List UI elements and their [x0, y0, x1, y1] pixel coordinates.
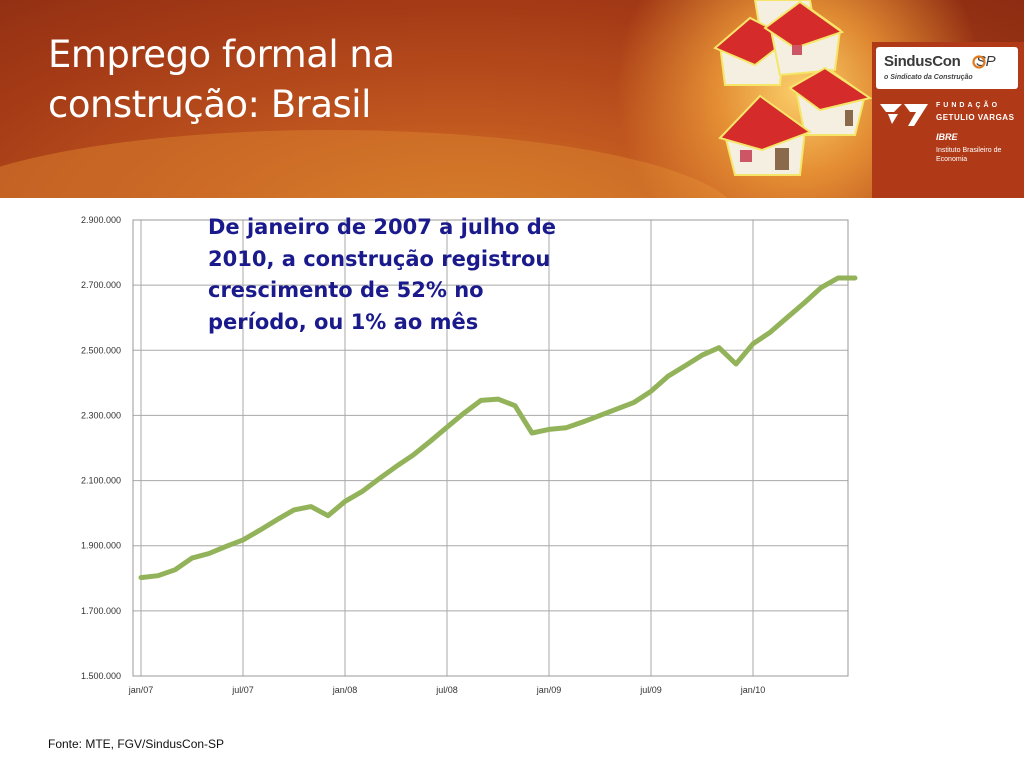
x-tick-label: jan/10	[740, 685, 766, 695]
y-tick-label: 2.100.000	[81, 476, 121, 486]
y-axis-tick-labels: 1.500.000 1.700.000 1.900.000 2.100.000 2.30…	[81, 215, 121, 681]
chart-annotation: De janeiro de 2007 a julho de 2010, a co…	[208, 215, 556, 334]
sinduscon-logo-word: SindusCon	[884, 53, 961, 70]
y-tick-label: 2.900.000	[81, 215, 121, 225]
y-tick-label: 1.500.000	[81, 671, 121, 681]
employment-line-chart: 1.500.000 1.700.000 1.900.000 2.100.000 2.30…	[81, 215, 858, 695]
sinduscon-ring-icon	[972, 55, 986, 69]
fgv-ibre-logo: FUNDAÇÃO GETULIO VARGAS IBRE Instituto B…	[880, 102, 1020, 172]
y-tick-label: 2.300.000	[81, 410, 121, 420]
fgv-mark-icon	[880, 104, 928, 126]
y-tick-label: 2.700.000	[81, 280, 121, 290]
ibre-text: IBRE	[936, 132, 958, 142]
y-tick-label: 2.500.000	[81, 345, 121, 355]
slide-title: Emprego formal na construção: Brasil	[48, 30, 568, 130]
fgv-name-text: GETULIO VARGAS	[936, 113, 1015, 122]
ibre-subtitle: Instituto Brasileiro de Economia	[936, 147, 1002, 163]
x-tick-label: jan/08	[332, 685, 358, 695]
source-note: Fonte: MTE, FGV/SindusCon-SP	[48, 737, 225, 751]
x-tick-label: jul/07	[231, 685, 254, 695]
x-tick-label: jul/09	[639, 685, 662, 695]
plot-area-border	[132, 219, 849, 677]
slide-title-line1: Emprego formal na	[48, 33, 395, 76]
y-tick-label: 1.700.000	[81, 606, 121, 616]
header-banner: Emprego formal na construção: Brasil	[0, 0, 1024, 198]
x-axis-tick-labels: jan/07 jul/07 jan/08 jul/08 jan/09 jul/09 jan/…	[128, 685, 766, 695]
x-tick-label: jan/07	[128, 685, 154, 695]
x-tick-label: jan/09	[536, 685, 562, 695]
series-points	[140, 277, 856, 578]
sinduscon-logo: SindusCon SP o Sindicato da Construção	[876, 47, 1018, 89]
x-tick-label: jul/08	[435, 685, 458, 695]
fgv-fundacao-text: FUNDAÇÃO	[936, 102, 1001, 109]
houses-illustration-icon	[713, 0, 873, 176]
sinduscon-tagline: o Sindicato da Construção	[884, 74, 973, 81]
slide-title-line2: construção: Brasil	[48, 83, 371, 126]
y-tick-label: 1.900.000	[81, 541, 121, 551]
